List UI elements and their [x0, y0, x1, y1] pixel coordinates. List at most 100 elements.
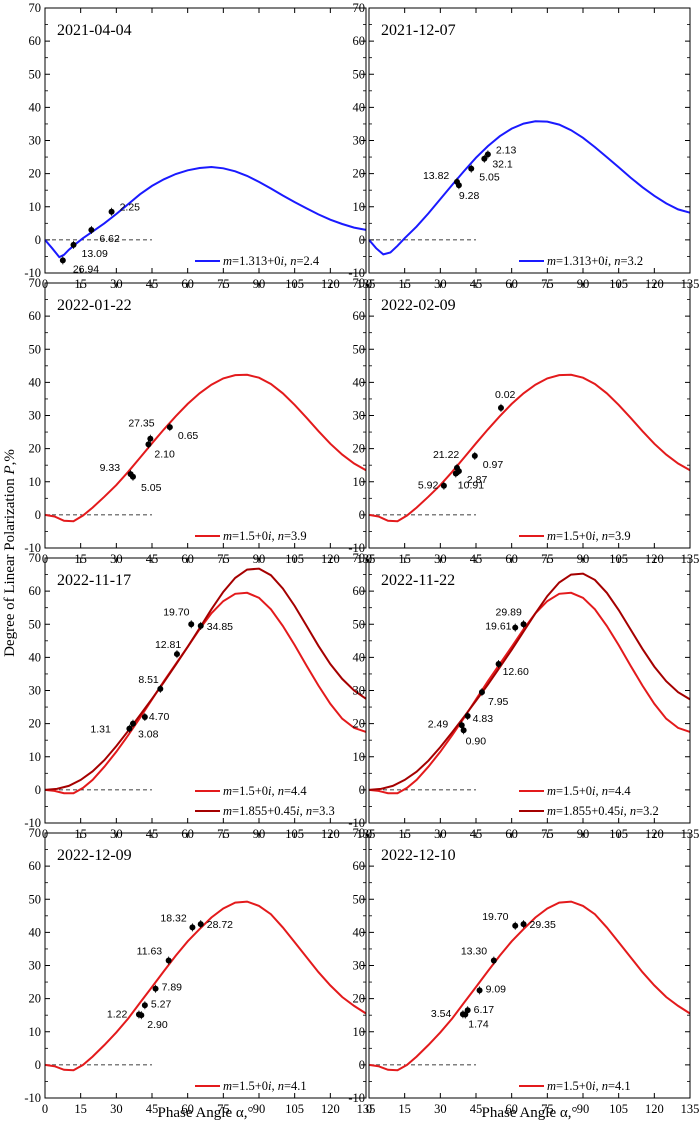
y-tick-label: 20 [353, 442, 366, 456]
y-tick-label: -10 [348, 1091, 365, 1105]
y-tick-label: -10 [24, 266, 41, 280]
y-tick-label: 0 [35, 508, 41, 522]
model-curve-darkred [368, 572, 691, 791]
panel-date: 2021-12-07 [381, 22, 456, 39]
point-label: 19.70 [163, 606, 189, 618]
panel-date: 2022-12-09 [57, 847, 132, 864]
point-label: 13.09 [82, 248, 108, 260]
point-label: 18.32 [160, 912, 186, 924]
y-tick-label: 0 [359, 508, 365, 522]
y-tick-label: 20 [353, 717, 366, 731]
point-label: 32.1 [492, 159, 513, 171]
y-tick-label: 40 [353, 925, 366, 939]
y-tick-label: 10 [29, 475, 42, 489]
panel-2022-11-22: 0153045607590105120135-10010203040506070… [348, 551, 699, 841]
y-tick-label: 10 [353, 475, 366, 489]
y-tick-label: 70 [353, 1, 366, 15]
y-tick-label: 30 [29, 959, 42, 973]
y-tick-label: 70 [29, 826, 42, 840]
legend-entry: m=1.5+0i, n=4.4 [547, 784, 631, 798]
x-tick-label: 45 [470, 1102, 483, 1116]
point-label: 1.74 [468, 1019, 489, 1031]
point-label: 0.97 [483, 459, 504, 471]
y-tick-label: 50 [29, 67, 42, 81]
y-tick-label: 50 [353, 617, 366, 631]
x-tick-label: 30 [434, 1102, 447, 1116]
y-tick-label: 60 [29, 309, 42, 323]
y-tick-label: 10 [29, 200, 42, 214]
y-tick-label: 10 [29, 1025, 42, 1039]
legend-entry: m=1.855+0.45i, n=3.3 [223, 804, 335, 818]
y-tick-label: 10 [353, 750, 366, 764]
panel-date: 2022-11-17 [57, 572, 131, 589]
point-label: 8.51 [138, 674, 159, 686]
x-tick-label: 120 [645, 1102, 664, 1116]
y-tick-label: 20 [353, 992, 366, 1006]
point-label: 2.13 [496, 144, 517, 156]
panel-2021-12-07: 0153045607590105120135-10010203040506070… [348, 1, 699, 291]
point-label: 4.83 [473, 713, 494, 725]
point-label: 29.89 [496, 606, 522, 618]
y-tick-label: 30 [29, 409, 42, 423]
y-tick-label: 0 [35, 783, 41, 797]
x-axis-title-1: Phase Angle α,° [158, 1105, 254, 1121]
point-label: 6.17 [474, 1004, 495, 1016]
x-tick-label: 45 [146, 1102, 159, 1116]
x-tick-label: 105 [285, 1102, 304, 1116]
panel-2022-11-17: 0153045607590105120135-10010203040506070… [24, 551, 375, 841]
plot-frame [44, 7, 367, 274]
point-label: 7.95 [488, 696, 509, 708]
point-label: 4.70 [149, 711, 170, 723]
model-curve-red [44, 900, 367, 1072]
point-label: 34.85 [207, 621, 233, 633]
legend-entry: m=1.855+0.45i, n=3.2 [547, 804, 659, 818]
plot-frame [368, 832, 691, 1099]
legend-entry: m=1.313+0i, n=2.4 [223, 254, 320, 268]
x-tick-label: 30 [110, 1102, 123, 1116]
x-axis-title-2: Phase Angle α,° [482, 1105, 578, 1121]
panel-date: 2022-11-22 [381, 572, 455, 589]
y-tick-label: 50 [29, 892, 42, 906]
point-label: 7.89 [162, 982, 183, 994]
model-curve-red [44, 591, 367, 795]
point-label: 0.02 [495, 389, 516, 401]
legend-entry: m=1.5+0i, n=4.1 [547, 1079, 631, 1093]
y-tick-label: 40 [29, 375, 42, 389]
y-tick-label: 60 [353, 859, 366, 873]
plot-frame [44, 282, 367, 549]
plot-frame [368, 557, 691, 824]
point-label: 1.22 [107, 1009, 128, 1021]
point-label: 26.94 [73, 263, 99, 275]
y-tick-label: 10 [29, 750, 42, 764]
y-tick-label: 10 [353, 1025, 366, 1039]
y-tick-label: 40 [353, 650, 366, 664]
y-tick-label: 50 [29, 617, 42, 631]
x-tick-label: 75 [541, 1102, 554, 1116]
y-tick-label: 50 [29, 342, 42, 356]
y-tick-label: 0 [35, 1058, 41, 1072]
plot-frame [44, 557, 367, 824]
y-tick-label: -10 [348, 266, 365, 280]
y-tick-label: 20 [29, 167, 42, 181]
x-tick-label: 135 [681, 1102, 699, 1116]
y-tick-label: 10 [353, 200, 366, 214]
y-tick-label: 70 [29, 551, 42, 565]
y-tick-label: 50 [353, 342, 366, 356]
y-tick-label: 60 [353, 309, 366, 323]
x-tick-label: 75 [217, 1102, 230, 1116]
legend-entry: m=1.5+0i, n=3.9 [547, 529, 631, 543]
model-curve-red [368, 373, 691, 523]
point-label: 1.31 [90, 724, 111, 736]
point-label: 5.92 [418, 480, 439, 492]
y-tick-label: 60 [353, 34, 366, 48]
point-label: 19.61 [485, 621, 511, 633]
x-tick-label: 15 [398, 1102, 411, 1116]
point-label: 5.05 [479, 172, 500, 184]
y-tick-label: 0 [35, 233, 41, 247]
panel-date: 2022-12-10 [381, 847, 456, 864]
point-label: 21.22 [433, 449, 459, 461]
y-tick-label: -10 [24, 816, 41, 830]
y-tick-label: 70 [353, 826, 366, 840]
y-tick-label: 30 [353, 959, 366, 973]
